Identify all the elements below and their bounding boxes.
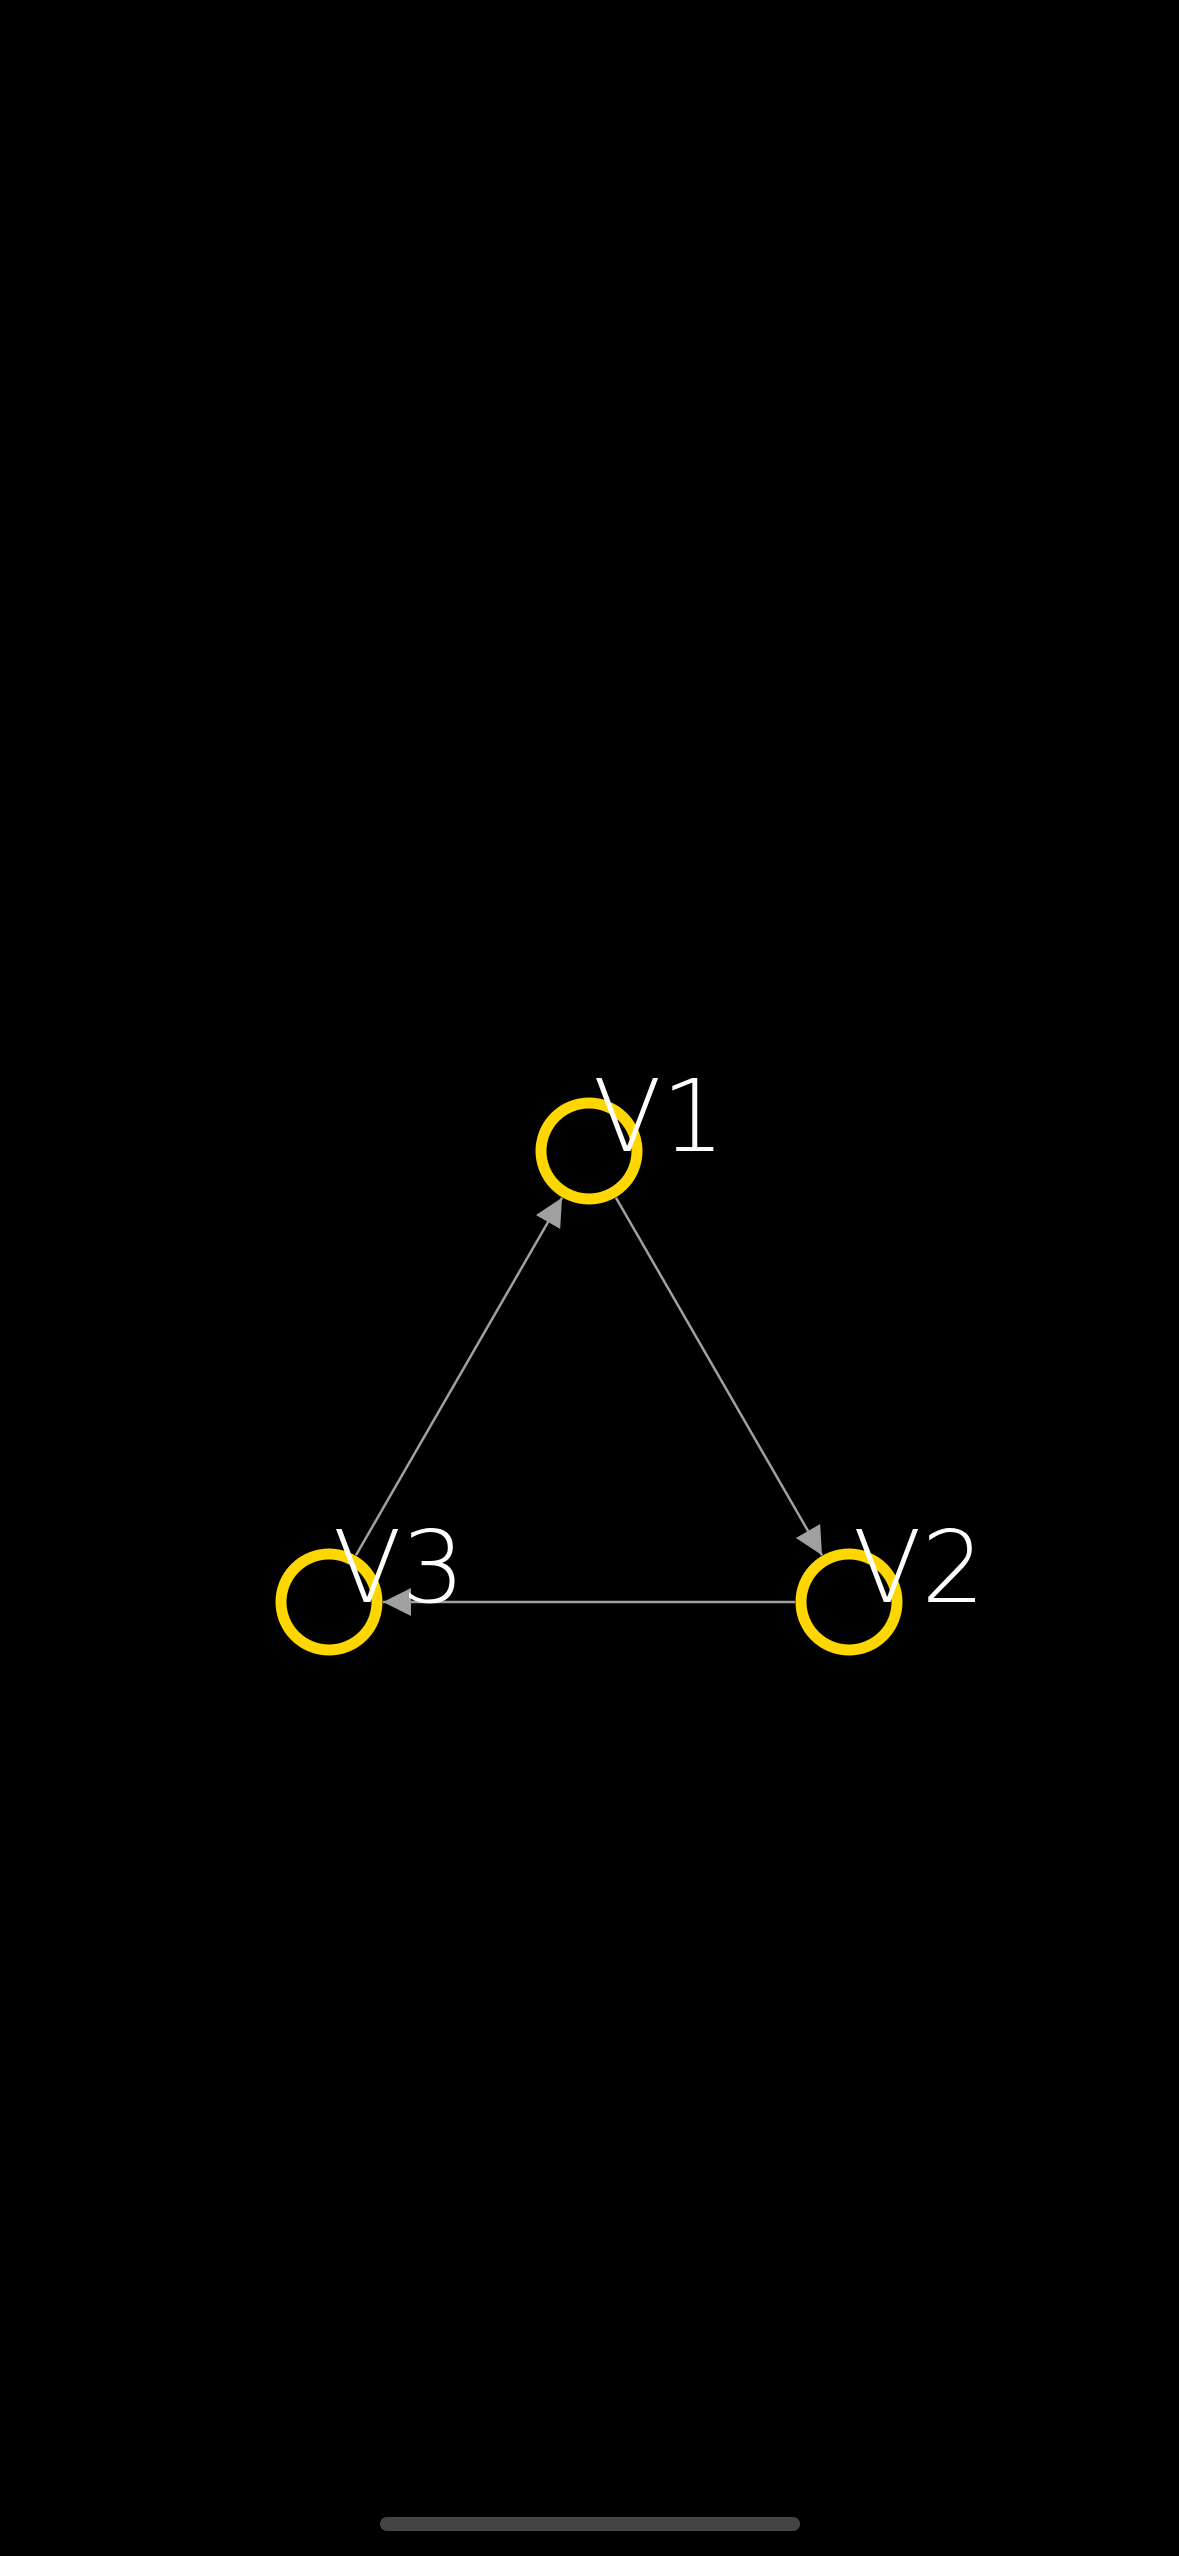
vertex-label-v1: V1 [593,1058,725,1175]
vertex-label-v3: V3 [333,1509,465,1626]
edge-v1-to-v2 [614,1197,824,1556]
vertex-v2[interactable] [795,1548,903,1656]
vertex-v3[interactable] [275,1548,383,1656]
vertex-label-v2: V2 [853,1509,985,1626]
vertex-v1[interactable] [535,1097,643,1205]
home-indicator[interactable] [380,2517,800,2531]
edge-v3-to-v1 [354,1197,564,1556]
